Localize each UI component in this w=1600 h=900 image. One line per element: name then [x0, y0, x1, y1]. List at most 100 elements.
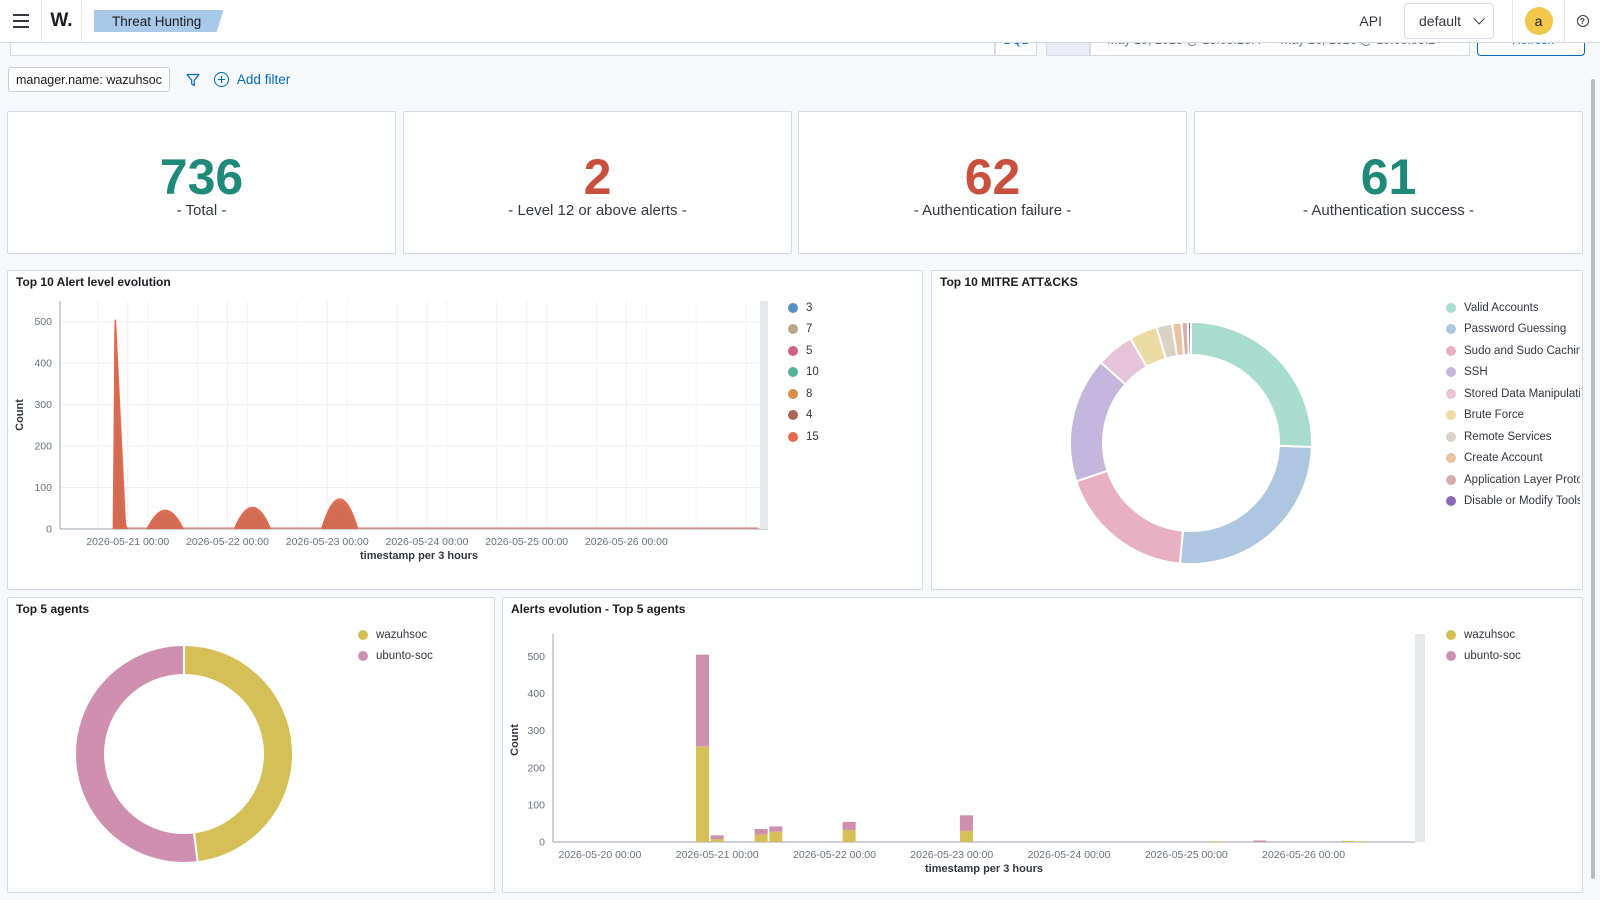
legend-label: 8 [806, 387, 813, 400]
legend-dot [788, 345, 798, 356]
legend-label: 10 [806, 366, 819, 379]
bar-ubunto-soc[interactable] [959, 815, 973, 831]
bar-wazuhsoc[interactable] [769, 831, 783, 842]
bar-ubunto-soc[interactable] [1253, 840, 1267, 842]
legend-item[interactable]: Stored Data Manipulation [1446, 383, 1580, 405]
legend-dot [788, 324, 798, 335]
panel-title: Top 10 MITRE ATT&CKS [940, 275, 1078, 289]
x-axis-title: timestamp per 3 hours [925, 863, 1043, 875]
bar-wazuhsoc[interactable] [1209, 841, 1223, 842]
add-filter-button[interactable]: Add filter [213, 72, 290, 87]
pie-slice[interactable] [1186, 320, 1192, 357]
api-selector[interactable]: default [1404, 3, 1494, 39]
legend-label: wazuhsoc [1464, 628, 1516, 641]
user-avatar[interactable]: a [1524, 7, 1553, 35]
legend-label: Disable or Modify Tools [1464, 495, 1580, 508]
legend-label: 4 [806, 409, 813, 422]
bar-ubunto-soc[interactable] [696, 654, 710, 747]
series-line [146, 509, 184, 530]
bar-ubunto-soc[interactable] [769, 826, 783, 832]
x-tick-label: 2026-05-23 00:00 [286, 536, 369, 548]
legend-item[interactable]: ubunto-soc [1446, 646, 1576, 668]
legend-label: Brute Force [1464, 409, 1525, 422]
x-tick-label: 2026-05-22 00:00 [793, 849, 876, 861]
x-tick-label: 2026-05-25 00:00 [485, 536, 568, 548]
breadcrumb-threat-hunting[interactable]: Threat Hunting [94, 10, 224, 32]
x-tick-label: 2026-05-25 00:00 [1145, 849, 1228, 861]
legend-dot [788, 410, 798, 421]
pie-slice[interactable] [1178, 444, 1313, 565]
help-icon[interactable]: ? [1576, 15, 1589, 27]
y-tick-label: 500 [34, 316, 52, 328]
legend-label: wazuhsoc [376, 628, 428, 641]
y-tick-label: 200 [34, 441, 52, 453]
pie-slice[interactable] [1190, 320, 1313, 449]
y-tick-label: 100 [34, 482, 52, 494]
bar-wazuhsoc[interactable] [1355, 841, 1369, 842]
scroll-band [760, 301, 768, 529]
app-logo[interactable]: W. [42, 0, 82, 43]
legend-dot [1446, 431, 1456, 442]
pie-slice[interactable] [183, 643, 294, 864]
x-tick-label: 2026-05-22 00:00 [186, 536, 269, 548]
pie-slice[interactable] [1074, 469, 1185, 565]
legend-item[interactable]: Sudo and Sudo Caching [1446, 340, 1580, 362]
legend-item[interactable]: Remote Services [1446, 426, 1580, 448]
page-scrollbar[interactable] [1587, 45, 1599, 885]
legend-dot [788, 302, 798, 313]
legend-dot [1446, 302, 1456, 313]
legend-item[interactable]: Valid Accounts [1446, 297, 1580, 319]
x-tick-label: 2026-05-23 00:00 [910, 849, 993, 861]
legend-item[interactable]: Brute Force [1446, 405, 1580, 427]
series-line [320, 498, 359, 530]
bar-wazuhsoc[interactable] [1341, 840, 1355, 842]
legend-item[interactable]: 5 [788, 340, 918, 362]
menu-icon[interactable] [0, 0, 42, 43]
pie-slice[interactable] [1069, 360, 1127, 483]
alerts-evolution-bar-chart[interactable]: 0 100 200 300 400 500 2026-05-20 00:00 2026-05-… [503, 598, 1584, 892]
x-tick-label: 2026-05-24 00:00 [1028, 849, 1111, 861]
bar-ubunto-soc[interactable] [754, 829, 768, 835]
filter-pill[interactable]: manager.name: wazuhsoc [8, 67, 170, 92]
legend-item[interactable]: 15 [788, 426, 918, 448]
filter-icon[interactable] [186, 73, 200, 87]
bar-wazuhsoc[interactable] [754, 834, 768, 842]
legend-item[interactable]: 3 [788, 297, 918, 319]
alert-level-chart[interactable]: 0 100 200 300 400 500 2026-05-21 00:00 2026-05-… [8, 271, 924, 589]
bar-wazuhsoc[interactable] [710, 839, 724, 842]
legend-dot [788, 431, 798, 442]
legend-item[interactable]: 10 [788, 362, 918, 384]
api-label: API [1359, 13, 1382, 29]
legend-item[interactable]: Create Account [1446, 448, 1580, 470]
mitre-donut-chart[interactable] [932, 271, 1584, 589]
bar-wazuhsoc[interactable] [842, 830, 856, 842]
legend-label: 7 [806, 323, 813, 336]
pie-slice[interactable] [74, 643, 199, 864]
bar-ubunto-soc[interactable] [842, 821, 856, 831]
api-selected-value: default [1419, 13, 1462, 29]
bar-wazuhsoc[interactable] [959, 830, 973, 842]
legend-item[interactable]: Password Guessing [1446, 319, 1580, 341]
legend-dot [1446, 453, 1456, 464]
legend-item[interactable]: Application Layer Protocol [1446, 469, 1580, 491]
legend-item[interactable]: wazuhsoc [358, 624, 488, 646]
metric-value: 2 [583, 149, 612, 205]
legend-item[interactable]: 7 [788, 319, 918, 341]
legend-item[interactable]: Disable or Modify Tools [1446, 491, 1580, 513]
agents-donut-chart[interactable] [8, 598, 496, 892]
legend-item[interactable]: wazuhsoc [1446, 624, 1576, 646]
legend-item[interactable]: ubunto-soc [358, 646, 488, 668]
bar-ubunto-soc[interactable] [710, 835, 724, 840]
legend-item[interactable]: 4 [788, 405, 918, 427]
bar-wazuhsoc[interactable] [696, 746, 710, 842]
legend-dot [1446, 367, 1456, 378]
metric-card-auth-success: 61 - Authentication success - [1194, 111, 1583, 254]
panel-top-agents: Top 5 agents wazuhsoc ubunto-soc [7, 597, 495, 893]
legend-item[interactable]: 8 [788, 383, 918, 405]
x-axis-title: timestamp per 3 hours [360, 550, 478, 562]
scrollbar-thumb[interactable] [1591, 79, 1595, 879]
legend-item[interactable]: SSH [1446, 362, 1580, 384]
legend-label: Stored Data Manipulation [1464, 387, 1580, 400]
legend-dot [358, 629, 368, 640]
legend-label: 5 [806, 344, 813, 357]
